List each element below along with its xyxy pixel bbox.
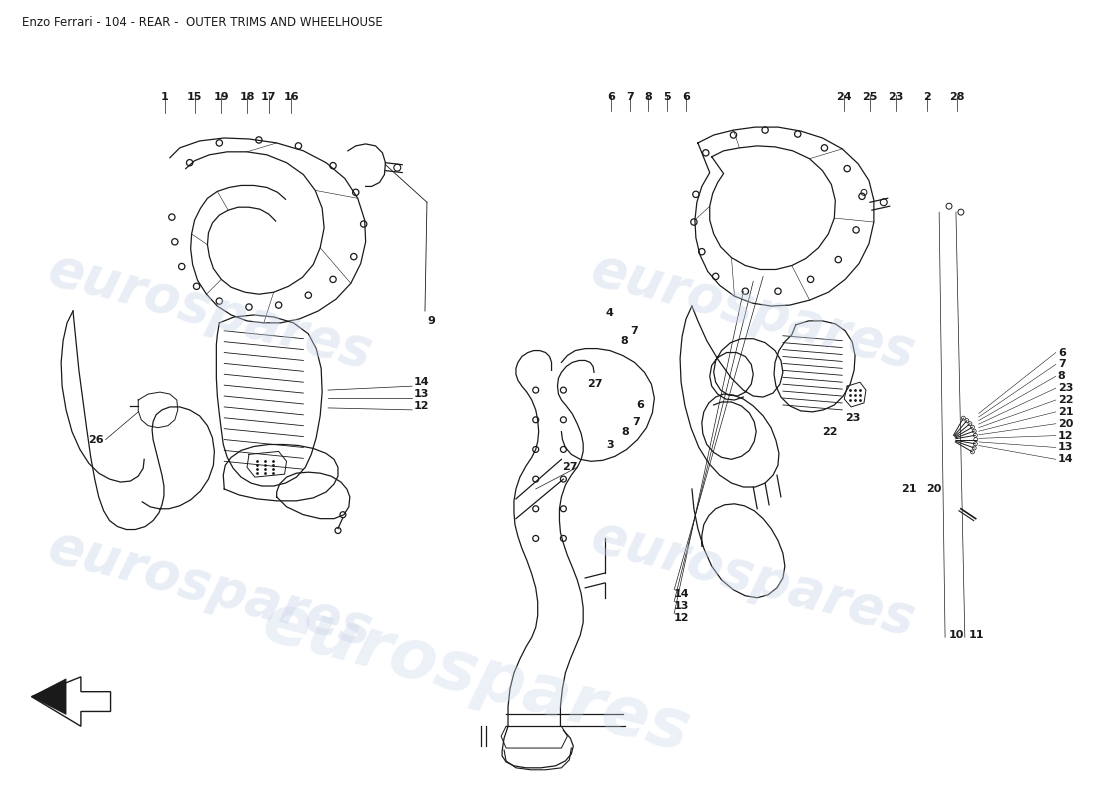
Text: 4: 4: [606, 308, 614, 318]
Text: 8: 8: [621, 426, 629, 437]
Text: 12: 12: [1058, 430, 1074, 441]
Text: eurospares: eurospares: [585, 242, 921, 379]
Text: 19: 19: [213, 91, 229, 102]
Text: eurospares: eurospares: [42, 242, 377, 379]
Text: 6: 6: [682, 91, 690, 102]
Text: 23: 23: [1058, 383, 1074, 393]
Text: eurospares: eurospares: [255, 588, 697, 766]
Text: 21: 21: [1058, 407, 1074, 417]
Text: 26: 26: [88, 434, 103, 445]
Text: 7: 7: [630, 326, 638, 336]
Text: 8: 8: [620, 336, 628, 346]
Text: 2: 2: [923, 91, 931, 102]
Text: 8: 8: [645, 91, 652, 102]
Text: Enzo Ferrari - 104 - REAR -  OUTER TRIMS AND WHEELHOUSE: Enzo Ferrari - 104 - REAR - OUTER TRIMS …: [22, 16, 383, 29]
Text: 9: 9: [427, 316, 434, 326]
Text: 14: 14: [1058, 454, 1074, 464]
Text: 7: 7: [1058, 359, 1066, 370]
Text: eurospares: eurospares: [42, 520, 377, 656]
Text: 17: 17: [261, 91, 276, 102]
Text: 28: 28: [949, 91, 965, 102]
Text: 14: 14: [414, 378, 430, 387]
Text: 23: 23: [888, 91, 903, 102]
Text: 27: 27: [562, 462, 578, 472]
Text: 6: 6: [1058, 347, 1066, 358]
Text: 5: 5: [663, 91, 671, 102]
Text: 13: 13: [414, 389, 429, 399]
Text: 22: 22: [1058, 395, 1074, 405]
Text: 22: 22: [823, 426, 838, 437]
Text: 10: 10: [949, 630, 965, 640]
Text: 1: 1: [161, 91, 168, 102]
Polygon shape: [32, 677, 111, 726]
Text: 11: 11: [969, 630, 984, 640]
Text: 6: 6: [637, 400, 645, 410]
Text: 20: 20: [1058, 418, 1074, 429]
Text: 12: 12: [414, 401, 430, 411]
Text: 24: 24: [836, 91, 852, 102]
Text: 20: 20: [926, 484, 942, 494]
Text: 21: 21: [902, 484, 917, 494]
Text: 14: 14: [674, 589, 690, 598]
Text: 8: 8: [1058, 371, 1066, 382]
Text: 7: 7: [626, 91, 634, 102]
Text: 27: 27: [587, 379, 603, 389]
Text: 18: 18: [240, 91, 255, 102]
Text: eurospares: eurospares: [585, 510, 921, 646]
Text: 13: 13: [674, 601, 690, 610]
Text: 25: 25: [862, 91, 878, 102]
Text: 16: 16: [284, 91, 299, 102]
Polygon shape: [32, 679, 66, 714]
Text: 6: 6: [607, 91, 615, 102]
Text: 13: 13: [1058, 442, 1074, 453]
Text: 7: 7: [632, 417, 640, 426]
Text: 23: 23: [845, 413, 860, 422]
Text: 15: 15: [187, 91, 202, 102]
Text: 3: 3: [606, 441, 614, 450]
Text: 12: 12: [674, 613, 690, 622]
